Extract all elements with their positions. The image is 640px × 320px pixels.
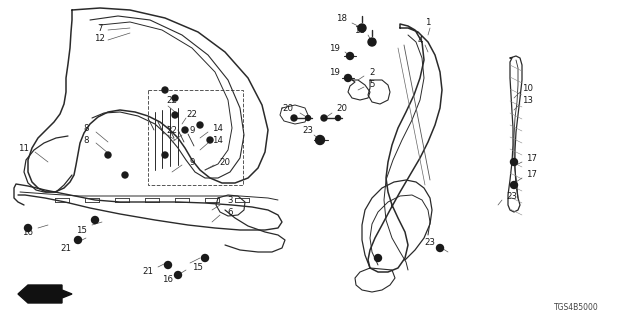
- Text: 22: 22: [166, 95, 177, 105]
- Text: 20: 20: [337, 103, 348, 113]
- Circle shape: [172, 95, 178, 101]
- Text: 17: 17: [527, 154, 538, 163]
- Text: 16: 16: [163, 276, 173, 284]
- Text: 23: 23: [424, 237, 435, 246]
- Text: 10: 10: [522, 84, 534, 92]
- Circle shape: [358, 24, 366, 32]
- Text: 14: 14: [212, 124, 223, 132]
- Polygon shape: [18, 285, 72, 303]
- Circle shape: [182, 127, 188, 133]
- Circle shape: [291, 115, 297, 121]
- Circle shape: [207, 137, 213, 143]
- Text: 1: 1: [425, 18, 431, 27]
- Text: 22: 22: [186, 109, 198, 118]
- Text: 18: 18: [355, 26, 365, 35]
- Text: 7: 7: [97, 23, 103, 33]
- Circle shape: [92, 217, 99, 223]
- Text: 17: 17: [527, 170, 538, 179]
- Circle shape: [316, 135, 324, 145]
- Bar: [148, 90, 243, 185]
- Circle shape: [305, 116, 310, 121]
- Text: 20: 20: [220, 157, 230, 166]
- Text: FR.: FR.: [35, 289, 53, 299]
- Circle shape: [172, 112, 178, 118]
- Circle shape: [436, 244, 444, 252]
- Circle shape: [344, 75, 351, 82]
- Text: 18: 18: [337, 13, 348, 22]
- Text: 23: 23: [303, 125, 314, 134]
- Circle shape: [202, 254, 209, 261]
- Circle shape: [105, 152, 111, 158]
- Text: 12: 12: [95, 34, 106, 43]
- Text: 5: 5: [369, 79, 375, 89]
- Text: 14: 14: [212, 135, 223, 145]
- Circle shape: [122, 172, 128, 178]
- Circle shape: [175, 271, 182, 278]
- Text: 15: 15: [193, 263, 204, 273]
- Circle shape: [197, 122, 203, 128]
- Text: 8: 8: [83, 124, 89, 132]
- Text: 6: 6: [227, 207, 233, 217]
- Circle shape: [24, 225, 31, 231]
- Circle shape: [374, 254, 381, 261]
- Text: 21: 21: [143, 268, 154, 276]
- Text: 19: 19: [328, 68, 339, 76]
- Circle shape: [368, 38, 376, 46]
- Text: 4: 4: [417, 36, 423, 44]
- Circle shape: [321, 115, 327, 121]
- Text: 22: 22: [166, 125, 177, 134]
- Text: 8: 8: [83, 135, 89, 145]
- Circle shape: [511, 158, 518, 165]
- Text: 3: 3: [227, 196, 233, 204]
- Text: 9: 9: [189, 157, 195, 166]
- Circle shape: [164, 261, 172, 268]
- Text: TGS4B5000: TGS4B5000: [554, 303, 598, 313]
- Circle shape: [74, 236, 81, 244]
- Text: 2: 2: [369, 68, 375, 76]
- Circle shape: [346, 52, 353, 60]
- Text: 16: 16: [22, 228, 33, 236]
- Text: 11: 11: [19, 143, 29, 153]
- Text: 13: 13: [522, 95, 534, 105]
- Circle shape: [162, 152, 168, 158]
- Circle shape: [335, 116, 340, 121]
- Circle shape: [511, 181, 518, 188]
- Text: 23: 23: [506, 191, 518, 201]
- Text: 20: 20: [282, 103, 294, 113]
- Circle shape: [162, 87, 168, 93]
- Text: 21: 21: [61, 244, 72, 252]
- Text: 15: 15: [77, 226, 88, 235]
- Text: 19: 19: [328, 44, 339, 52]
- Text: 9: 9: [189, 125, 195, 134]
